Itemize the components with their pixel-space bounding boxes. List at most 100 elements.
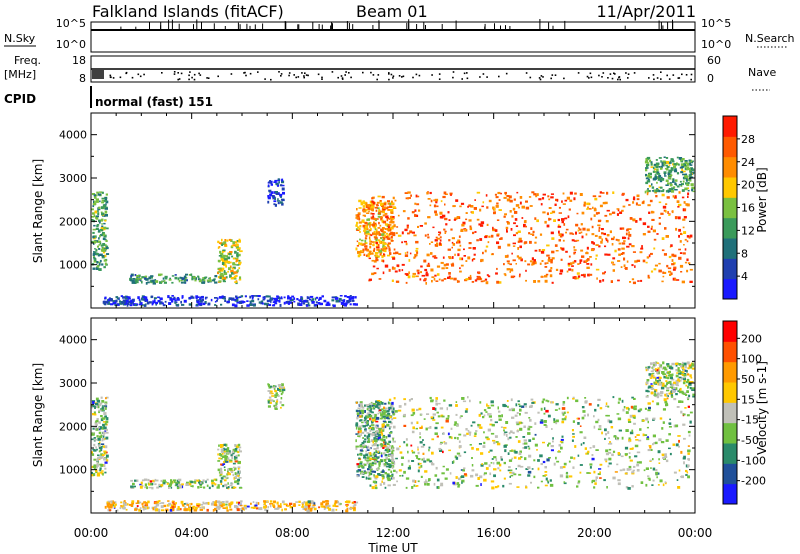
y-tick-label: 4000 [59, 334, 87, 347]
velocity-scatter-region [130, 478, 220, 490]
nave-dot [418, 74, 421, 77]
nave-dot [377, 74, 380, 76]
nave-dot [372, 74, 375, 76]
x-axis-label: Time UT [367, 541, 418, 554]
nave-dot [188, 78, 190, 81]
y-tick-label: 2000 [59, 420, 87, 433]
nave-dot [348, 72, 350, 74]
y-tick-label: 3000 [59, 172, 87, 185]
nave-dot [293, 74, 295, 76]
nave-dot [586, 75, 589, 78]
nave-dot [303, 75, 305, 77]
nave-dot [392, 77, 394, 79]
nave-dot [677, 77, 680, 79]
power-scatter-region [368, 191, 693, 285]
colorbar-swatch [723, 361, 737, 383]
freq-tick-bottom: 8 [79, 72, 86, 85]
nave-dot [370, 71, 372, 74]
nave-dot [193, 78, 196, 81]
y-tick-label: 2000 [59, 215, 87, 228]
colorbar-tick-label: 16 [741, 202, 755, 215]
cpid-label: CPID [4, 92, 36, 106]
nave-dot [307, 74, 309, 77]
nave-dot [602, 72, 605, 74]
nave-dot [143, 73, 145, 76]
nave-dot [486, 76, 488, 78]
nave-dot [295, 76, 297, 79]
nave-dot [652, 74, 655, 76]
nave-dot [601, 76, 603, 78]
nave-dot [482, 73, 485, 75]
nave-dot [438, 78, 441, 80]
nave-dot [538, 77, 541, 79]
nave-dot [198, 72, 200, 75]
nsky-tick-top: 10^5 [56, 17, 86, 30]
colorbar-tick-label: 4 [741, 270, 748, 283]
colorbar-swatch [723, 402, 737, 424]
nave-dot [137, 73, 140, 76]
nave-dot [341, 78, 344, 80]
nave-dot [376, 78, 378, 81]
nave-dot [431, 74, 433, 76]
x-tick-label: 20:00 [577, 526, 612, 540]
power-scatter-region [267, 178, 285, 207]
velocity-scatter-region [267, 383, 286, 410]
nave-dot [633, 72, 636, 74]
nave-dot [109, 74, 112, 77]
nave-dot [244, 71, 246, 74]
nave-dot [685, 74, 688, 76]
nave-tick-bottom: 0 [707, 72, 714, 85]
nave-dot [392, 75, 395, 77]
colorbar-tick-label: -200 [741, 475, 766, 488]
colorbar-tick-label: -100 [741, 454, 766, 467]
nave-dot [278, 71, 280, 73]
colorbar-swatch [723, 258, 737, 280]
nave-dot [178, 78, 181, 80]
nave-dot [479, 76, 481, 78]
nave-dot [463, 72, 466, 75]
colorbar-swatch [723, 422, 737, 444]
nave-dot [529, 76, 532, 79]
freq-label: Freq. [14, 54, 41, 67]
colorbar-swatch [723, 382, 737, 403]
nave-dot [206, 77, 208, 79]
nave-dot [614, 73, 616, 75]
freq-strip: Freq. [MHz] 18 8 60 0 Nave [4, 54, 776, 91]
colorbar-swatch [723, 443, 737, 464]
nave-dot [625, 72, 627, 74]
nave-dot [668, 78, 671, 80]
nave-dot [609, 73, 612, 75]
nave-dot [401, 76, 403, 78]
nave-dot [627, 77, 629, 79]
colorbar-swatch [723, 238, 737, 259]
nave-dot [344, 74, 346, 76]
nave-dot [627, 73, 630, 75]
velocity-scatter-region [91, 396, 109, 477]
y-tick-label: 3000 [59, 377, 87, 390]
colorbar-swatch [723, 156, 737, 178]
nave-dot [177, 72, 179, 74]
nave-dot [398, 75, 401, 77]
nave-dot [264, 78, 266, 80]
nave-dot [672, 74, 675, 76]
colorbar-swatch [723, 321, 737, 342]
power-scatter-region [217, 238, 243, 285]
nave-dot [660, 71, 662, 73]
nave-dot [388, 78, 390, 81]
colorbar-tick-label: 8 [741, 247, 748, 260]
nave-dot [461, 78, 463, 80]
velocity-scatter-region [217, 443, 243, 490]
nave-dot [173, 71, 176, 73]
nave-dot [498, 75, 500, 78]
nave-dot [607, 77, 609, 79]
nsearch-label: N.Search [745, 32, 795, 45]
colorbar-tick-label: -15 [741, 414, 759, 427]
x-tick-label: 16:00 [476, 526, 511, 540]
x-tick-label: 00:00 [678, 526, 713, 540]
velocity-ylabel: Slant Range [km] [31, 363, 45, 467]
nave-dot [656, 77, 659, 79]
freq-tick-top: 18 [72, 54, 86, 67]
y-tick-label: 1000 [59, 259, 87, 272]
colorbar-tick-label: -50 [741, 434, 759, 447]
colorbar-swatch [723, 177, 737, 198]
